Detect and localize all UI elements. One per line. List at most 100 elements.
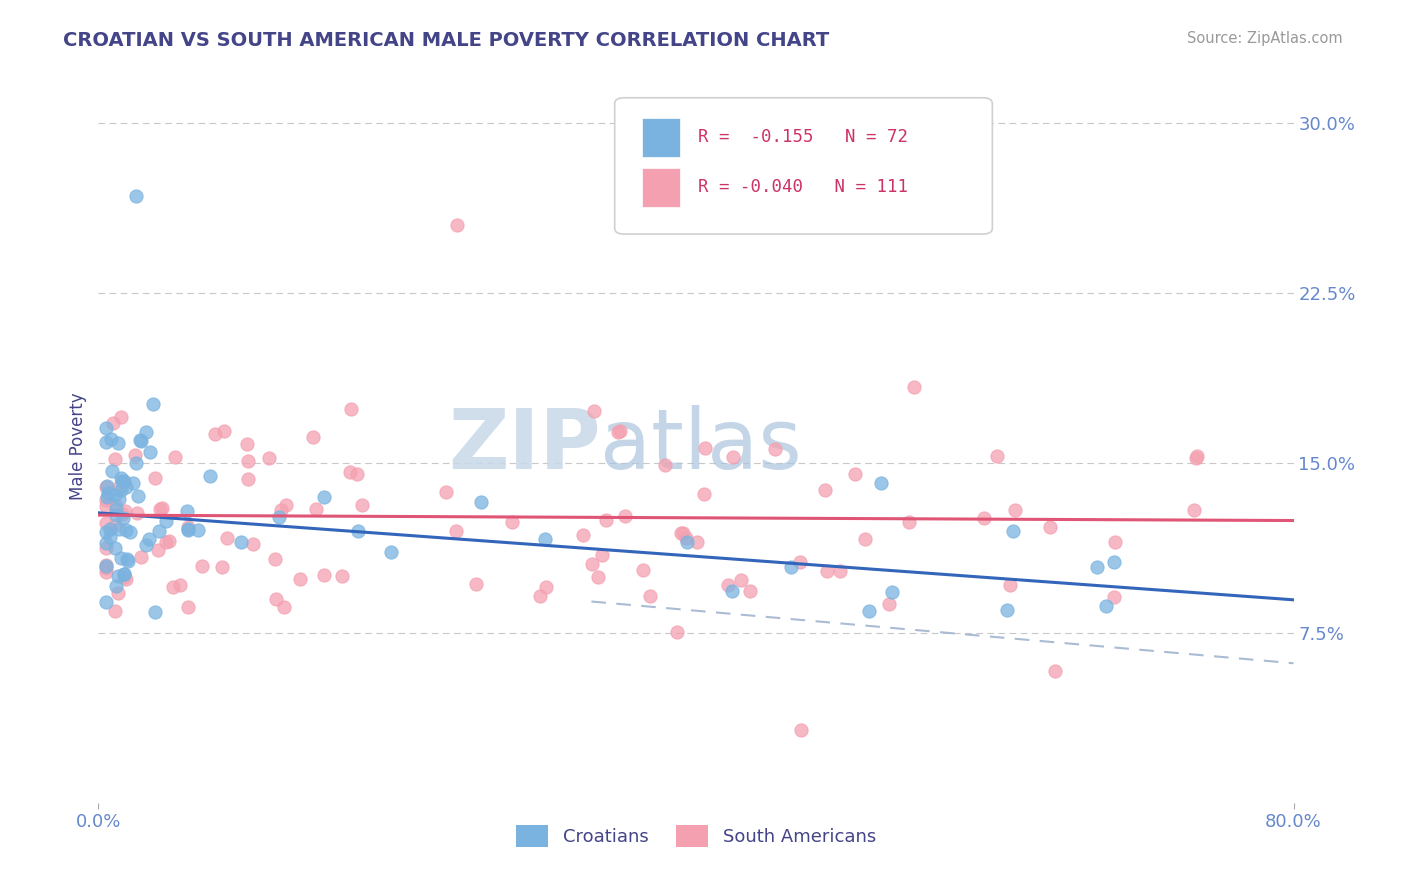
Point — [995, 603, 1018, 617]
Point — [159, 533, 181, 548]
Point — [108, 522, 131, 536]
Point — [666, 624, 689, 639]
Point — [105, 499, 128, 513]
Point — [217, 531, 239, 545]
Point — [446, 524, 468, 539]
Point — [738, 584, 761, 599]
Point — [1102, 555, 1125, 569]
Point — [104, 488, 127, 502]
Point — [606, 425, 628, 439]
Point — [339, 466, 361, 480]
Point — [120, 525, 142, 540]
Point — [107, 586, 129, 600]
Point — [110, 483, 132, 498]
Point — [143, 605, 166, 619]
Point — [108, 492, 131, 507]
Text: R =  -0.155   N = 72: R = -0.155 N = 72 — [699, 128, 908, 146]
Point — [897, 515, 920, 529]
Point — [114, 504, 136, 518]
Point — [112, 566, 135, 581]
Point — [1001, 524, 1024, 539]
Point — [94, 434, 117, 449]
Point — [115, 523, 138, 537]
Point — [107, 568, 129, 582]
Point — [142, 397, 165, 411]
Point — [200, 469, 222, 483]
Point — [96, 479, 118, 493]
Point — [1104, 590, 1126, 604]
Point — [104, 518, 127, 533]
Point — [609, 424, 631, 438]
Point — [146, 542, 169, 557]
Point — [101, 416, 124, 430]
Point — [267, 509, 290, 524]
Point — [94, 566, 117, 580]
Point — [94, 558, 117, 572]
Text: atlas: atlas — [600, 406, 801, 486]
Point — [94, 541, 117, 555]
Point — [1182, 503, 1205, 517]
Point — [101, 464, 124, 478]
Point — [104, 604, 127, 618]
Point — [129, 434, 152, 449]
Point — [177, 523, 200, 537]
Point — [155, 514, 177, 528]
Point — [163, 450, 186, 464]
Point — [128, 433, 150, 447]
Point — [94, 558, 117, 573]
Point — [143, 471, 166, 485]
Y-axis label: Male Poverty: Male Poverty — [69, 392, 87, 500]
Point — [138, 533, 160, 547]
Point — [693, 441, 716, 455]
Point — [882, 585, 904, 599]
Point — [346, 467, 368, 481]
Point — [104, 508, 127, 522]
Point — [814, 483, 837, 497]
Point — [903, 380, 925, 394]
Legend: Croatians, South Americans: Croatians, South Americans — [509, 818, 883, 855]
Point — [94, 500, 117, 514]
Point — [259, 451, 281, 466]
Point — [686, 535, 709, 549]
Point — [730, 573, 752, 587]
Point — [672, 525, 695, 540]
Point — [858, 604, 880, 618]
Point — [124, 448, 146, 462]
Point — [1004, 503, 1026, 517]
Point — [104, 541, 127, 555]
Point — [581, 557, 603, 571]
Point — [273, 599, 295, 614]
Point — [669, 526, 692, 541]
Point — [571, 528, 593, 542]
Text: ZIP: ZIP — [449, 406, 600, 486]
Text: R = -0.040   N = 111: R = -0.040 N = 111 — [699, 178, 908, 196]
Point — [110, 550, 132, 565]
Point — [150, 500, 173, 515]
Point — [676, 534, 699, 549]
Point — [692, 487, 714, 501]
Point — [111, 511, 134, 525]
Point — [830, 564, 852, 578]
Point — [264, 551, 287, 566]
Point — [177, 522, 200, 536]
Point — [586, 569, 609, 583]
Point — [242, 537, 264, 551]
Point — [115, 572, 138, 586]
Point — [108, 479, 131, 493]
Point — [117, 552, 139, 566]
Point — [1085, 560, 1108, 574]
Point — [638, 589, 661, 603]
Point — [94, 560, 117, 574]
Point — [127, 507, 149, 521]
FancyBboxPatch shape — [643, 118, 681, 157]
Point — [879, 598, 901, 612]
Point — [501, 515, 523, 529]
Point — [529, 589, 551, 603]
Point — [434, 484, 457, 499]
Point — [111, 474, 134, 488]
Point — [631, 563, 654, 577]
Point — [305, 502, 328, 516]
Point — [1043, 665, 1066, 679]
Point — [129, 549, 152, 564]
Point — [844, 467, 866, 481]
